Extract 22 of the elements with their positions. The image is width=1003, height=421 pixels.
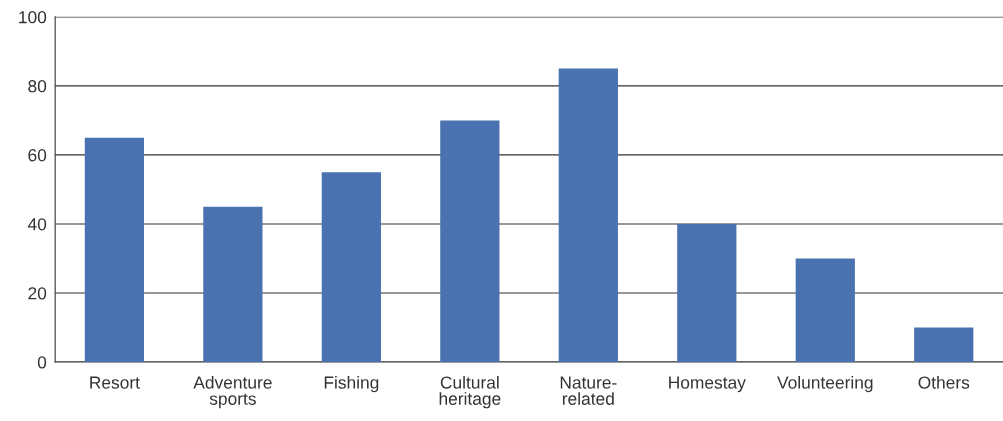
x-tick-label: Resort xyxy=(90,376,140,389)
y-tick-label: 40 xyxy=(27,218,47,231)
bar xyxy=(203,206,263,363)
x-tick-label: Fishing xyxy=(324,375,379,393)
y-tick-label: 60 xyxy=(28,149,47,162)
bar xyxy=(914,327,974,363)
bar xyxy=(677,223,737,363)
y-tick-label: 100 xyxy=(19,11,47,24)
x-tick-label: Adventure sports xyxy=(193,375,272,409)
bar xyxy=(795,258,855,363)
y-tick-label: 0 xyxy=(37,356,47,369)
bar xyxy=(321,172,381,363)
bar xyxy=(84,137,145,363)
x-tick-label: Nature- related xyxy=(560,376,617,405)
y-tick-label: 80 xyxy=(28,80,47,93)
x-tick-label: Volunteering xyxy=(777,375,873,393)
bar xyxy=(558,68,618,363)
bar xyxy=(440,120,500,363)
x-tick-label: Homestay xyxy=(669,376,746,393)
x-tick-label: Cultural heritage xyxy=(439,375,501,409)
y-tick-label: 20 xyxy=(28,287,47,300)
x-tick-label: Others xyxy=(918,375,970,389)
